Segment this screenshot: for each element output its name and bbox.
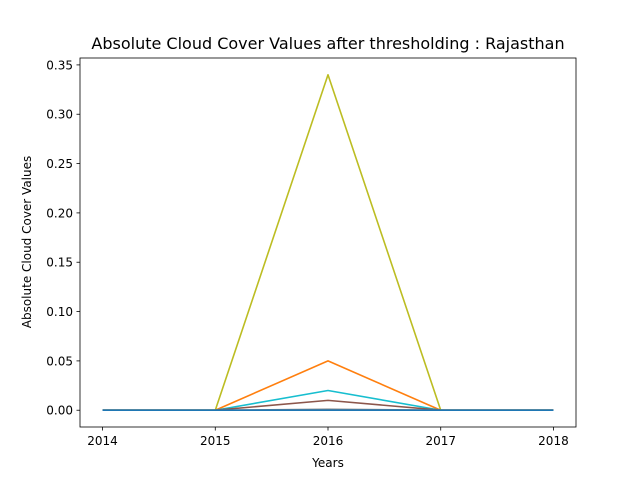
y-tick-label: 0.10 — [46, 305, 73, 319]
y-tick-label: 0.20 — [46, 206, 73, 220]
y-tick-label: 0.00 — [46, 404, 73, 418]
y-tick-label: 0.15 — [46, 256, 73, 270]
y-axis-label: Absolute Cloud Cover Values — [20, 156, 34, 329]
x-axis-label: Years — [311, 456, 344, 470]
plot-frame — [79, 57, 577, 428]
x-tick-label: 2015 — [200, 434, 231, 448]
axis-ticks: 2014 2015 2016 2017 2018 0.00 0.05 0.10 0.15 0.20… — [46, 58, 568, 448]
y-tick-label: 0.35 — [46, 58, 73, 72]
x-tick-label: 2016 — [313, 434, 344, 448]
y-tick-label: 0.30 — [46, 108, 73, 122]
x-tick-label: 2014 — [87, 434, 118, 448]
chart-title: Absolute Cloud Cover Values after thresh… — [91, 34, 564, 53]
y-tick-label: 0.05 — [46, 354, 73, 368]
x-tick-label: 2018 — [538, 434, 569, 448]
series-lines — [102, 73, 554, 412]
y-tick-label: 0.25 — [46, 157, 73, 171]
x-tick-label: 2017 — [425, 434, 456, 448]
